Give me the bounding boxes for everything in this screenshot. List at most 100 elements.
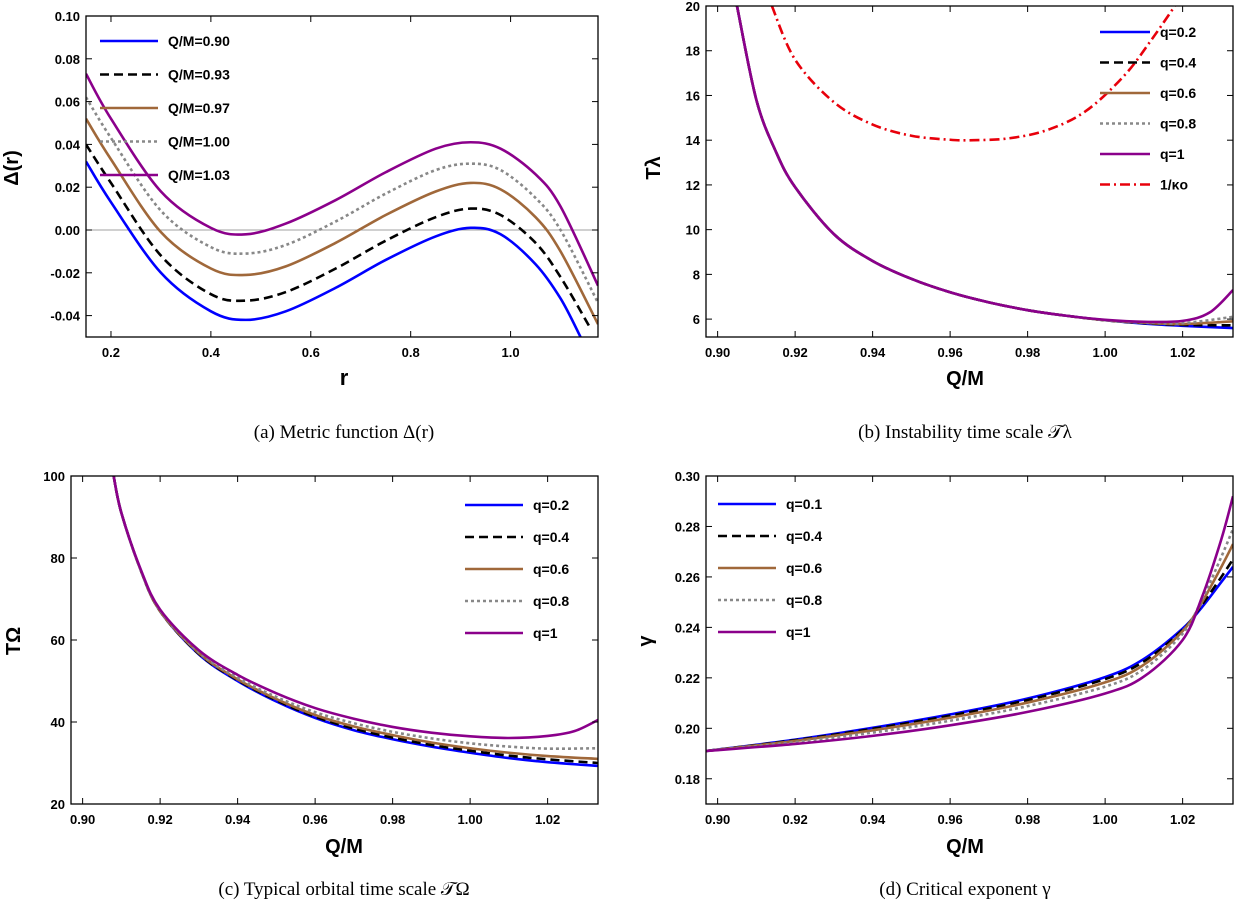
x-tick-label: 0.96 xyxy=(937,345,962,360)
x-tick-label: 0.90 xyxy=(705,812,730,827)
x-tick-label: 0.94 xyxy=(860,812,886,827)
x-tick-label: 0.98 xyxy=(1015,812,1040,827)
ylabel-d: γ xyxy=(635,635,657,647)
legend-label: q=0.4 xyxy=(786,528,822,544)
series-line xyxy=(86,73,598,287)
legend: Q/M=0.90 Q/M=0.93 Q/M=0.97 Q/M=1.00 Q/M=1.03 xyxy=(100,33,230,183)
y-tick-label: 8 xyxy=(693,267,700,282)
x-tick-label: 1.02 xyxy=(1170,812,1195,827)
series-line xyxy=(706,528,1233,753)
x-tick-label: 0.90 xyxy=(70,812,95,827)
legend: q=0.1 q=0.4 q=0.6 q=0.8 q=1 xyxy=(718,496,822,640)
y-tick-label: 0.18 xyxy=(675,772,700,787)
plot-frame xyxy=(705,5,1234,338)
series-line xyxy=(86,143,592,330)
series-group xyxy=(735,6,1233,330)
y-tick-label: 0.22 xyxy=(675,671,700,686)
series-line xyxy=(112,476,598,761)
y-tick-label: 18 xyxy=(686,44,700,59)
legend-label: q=0.4 xyxy=(533,529,569,545)
y-tick-label: 0.02 xyxy=(55,180,80,195)
legend-label: q=0.6 xyxy=(1160,85,1196,101)
x-tick-label: 1.02 xyxy=(1170,345,1195,360)
xlabel-d: Q/M xyxy=(946,836,984,858)
legend: q=0.2 q=0.4 q=0.6 q=0.8 q=1 xyxy=(465,497,569,641)
y-tick-label: 6 xyxy=(693,312,700,327)
x-tick-label: 0.92 xyxy=(147,812,172,827)
x-tick-label: 0.92 xyxy=(782,812,807,827)
x-tick-label: 1.0 xyxy=(502,345,520,360)
legend-label: q=0.8 xyxy=(786,592,822,608)
y-tick-label: 100 xyxy=(43,469,65,484)
legend-label: q=0.8 xyxy=(1160,116,1196,132)
x-tick-label: 1.00 xyxy=(1092,812,1117,827)
x-tick-label: 0.2 xyxy=(102,345,120,360)
y-tick-label: 14 xyxy=(686,133,701,148)
ylabel-a: Δ(r) xyxy=(1,150,23,185)
x-tick-label: 0.6 xyxy=(302,345,320,360)
series-line xyxy=(86,160,582,337)
legend-label: Q/M=1.03 xyxy=(168,167,230,183)
x-tick-label: 0.96 xyxy=(302,812,327,827)
x-tick-label: 1.00 xyxy=(457,812,482,827)
ylabel-b: Tλ xyxy=(643,156,665,179)
xlabel-b: Q/M xyxy=(946,368,984,390)
legend-label: q=0.6 xyxy=(533,561,569,577)
legend-label: q=0.1 xyxy=(786,496,822,512)
chart-panel-a: Δ(r) r (a) Metric function Δ(r) 0.2 0.4 0.… xyxy=(1,9,599,443)
x-tick-label: 1.00 xyxy=(1092,345,1117,360)
legend-label: q=0.8 xyxy=(533,593,569,609)
legend-label: Q/M=0.93 xyxy=(168,67,230,83)
series-line xyxy=(86,96,598,304)
series-line xyxy=(735,6,1233,325)
plot-frame xyxy=(85,15,599,338)
x-tick-label: 0.98 xyxy=(1015,345,1040,360)
plot-frame xyxy=(705,475,1234,805)
legend-label: Q/M=1.00 xyxy=(168,134,230,150)
chart-panel-c: TΩ Q/M (c) Typical orbital time scale 𝒯Ω… xyxy=(3,469,599,900)
series-line xyxy=(112,476,598,751)
y-tick-label: 10 xyxy=(686,223,700,238)
legend-label: q=1 xyxy=(786,624,811,640)
y-tick-label: 0.06 xyxy=(55,95,80,110)
y-tick-label: 12 xyxy=(686,178,700,193)
caption-c: (c) Typical orbital time scale 𝒯Ω xyxy=(218,879,469,900)
chart-panel-d: γ Q/M (d) Critical exponent γ 0.90 0.92 0.… xyxy=(635,469,1234,900)
series-group xyxy=(112,476,598,768)
series-line xyxy=(735,6,1233,330)
x-tick-label: 0.4 xyxy=(202,345,221,360)
y-tick-label: 0.00 xyxy=(55,223,80,238)
y-tick-label: 0.04 xyxy=(55,137,81,152)
legend-label: Q/M=0.97 xyxy=(168,100,230,116)
y-tick-label: 80 xyxy=(51,551,65,566)
legend-label: q=0.2 xyxy=(533,497,569,513)
y-tick-label: -0.02 xyxy=(50,266,80,281)
series-line xyxy=(770,6,1176,142)
caption-a: (a) Metric function Δ(r) xyxy=(254,422,435,443)
y-tick-label: 0.30 xyxy=(675,469,700,484)
legend: q=0.2 q=0.4 q=0.6 q=0.8 q=1 1/κo xyxy=(1100,24,1196,193)
ylabel-c: TΩ xyxy=(3,627,25,655)
caption-d: (d) Critical exponent γ xyxy=(879,879,1050,900)
xlabel-c: Q/M xyxy=(325,836,363,858)
xlabel-a: r xyxy=(340,365,349,390)
series-line xyxy=(735,6,1233,327)
legend-label: q=1 xyxy=(1160,146,1185,162)
series-line xyxy=(735,6,1233,326)
series-group xyxy=(706,495,1233,753)
y-tick-label: 0.08 xyxy=(55,52,80,67)
legend-label: q=1 xyxy=(533,625,558,641)
y-tick-label: 20 xyxy=(51,797,65,812)
x-tick-label: 0.90 xyxy=(705,345,730,360)
y-tick-label: 0.28 xyxy=(675,519,700,534)
legend-label: Q/M=0.90 xyxy=(168,33,230,49)
x-tick-label: 0.94 xyxy=(860,345,886,360)
y-tick-label: 0.20 xyxy=(675,721,700,736)
caption-b: (b) Instability time scale 𝒯λ xyxy=(858,422,1072,443)
y-tick-label: 20 xyxy=(686,0,700,14)
y-tick-label: -0.04 xyxy=(50,309,80,324)
x-tick-label: 0.8 xyxy=(402,345,420,360)
series-line xyxy=(706,495,1233,753)
x-tick-label: 0.98 xyxy=(380,812,405,827)
x-tick-label: 0.96 xyxy=(937,812,962,827)
